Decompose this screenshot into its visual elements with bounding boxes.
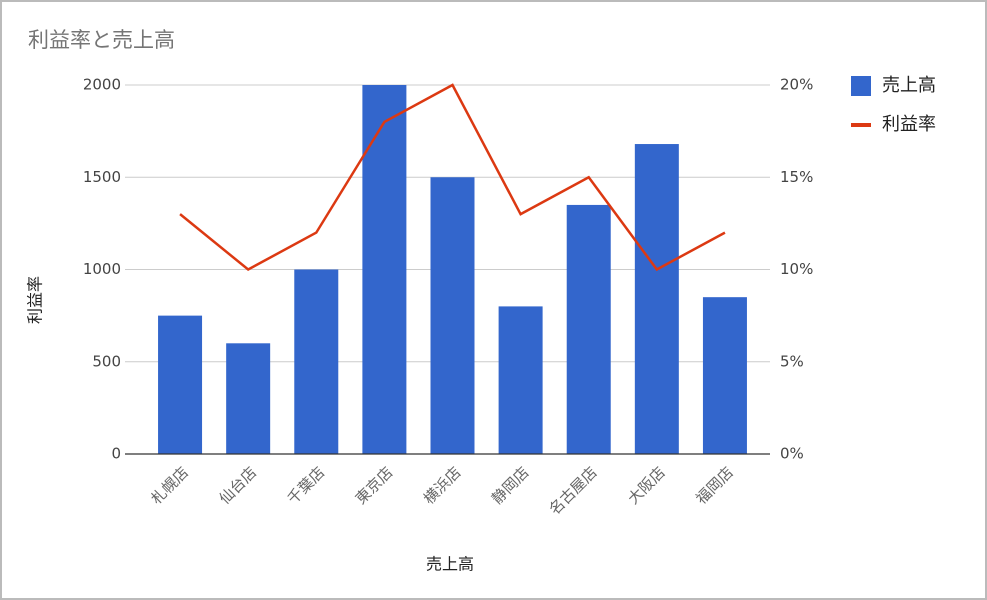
- x-axis-title: 売上高: [426, 555, 474, 574]
- bar: [702, 297, 747, 454]
- y2-tick-label: 5%: [780, 352, 804, 370]
- y-tick-label: 0: [111, 445, 121, 463]
- y-tick-label: 1000: [83, 260, 121, 278]
- bar: [158, 315, 203, 454]
- y2-tick-label: 20%: [780, 76, 813, 94]
- bar: [498, 306, 543, 454]
- y-axis-title: 利益率: [26, 276, 45, 324]
- bar: [226, 343, 271, 454]
- chart-title: 利益率と売上高: [28, 28, 175, 52]
- bar: [430, 177, 475, 454]
- bar: [566, 204, 611, 454]
- y2-tick-label: 15%: [780, 168, 813, 186]
- y-tick-label: 500: [92, 352, 121, 370]
- legend-label: 売上高: [882, 75, 936, 96]
- y2-tick-label: 10%: [780, 260, 813, 278]
- bar: [294, 269, 339, 454]
- legend-swatch: [851, 76, 871, 96]
- bar: [634, 144, 679, 455]
- bar: [362, 85, 407, 454]
- y-tick-label: 2000: [83, 76, 121, 94]
- line: [179, 83, 726, 272]
- y2-tick-label: 0%: [780, 445, 804, 463]
- legend-label: 利益率: [882, 114, 936, 135]
- y-tick-label: 1500: [83, 168, 121, 186]
